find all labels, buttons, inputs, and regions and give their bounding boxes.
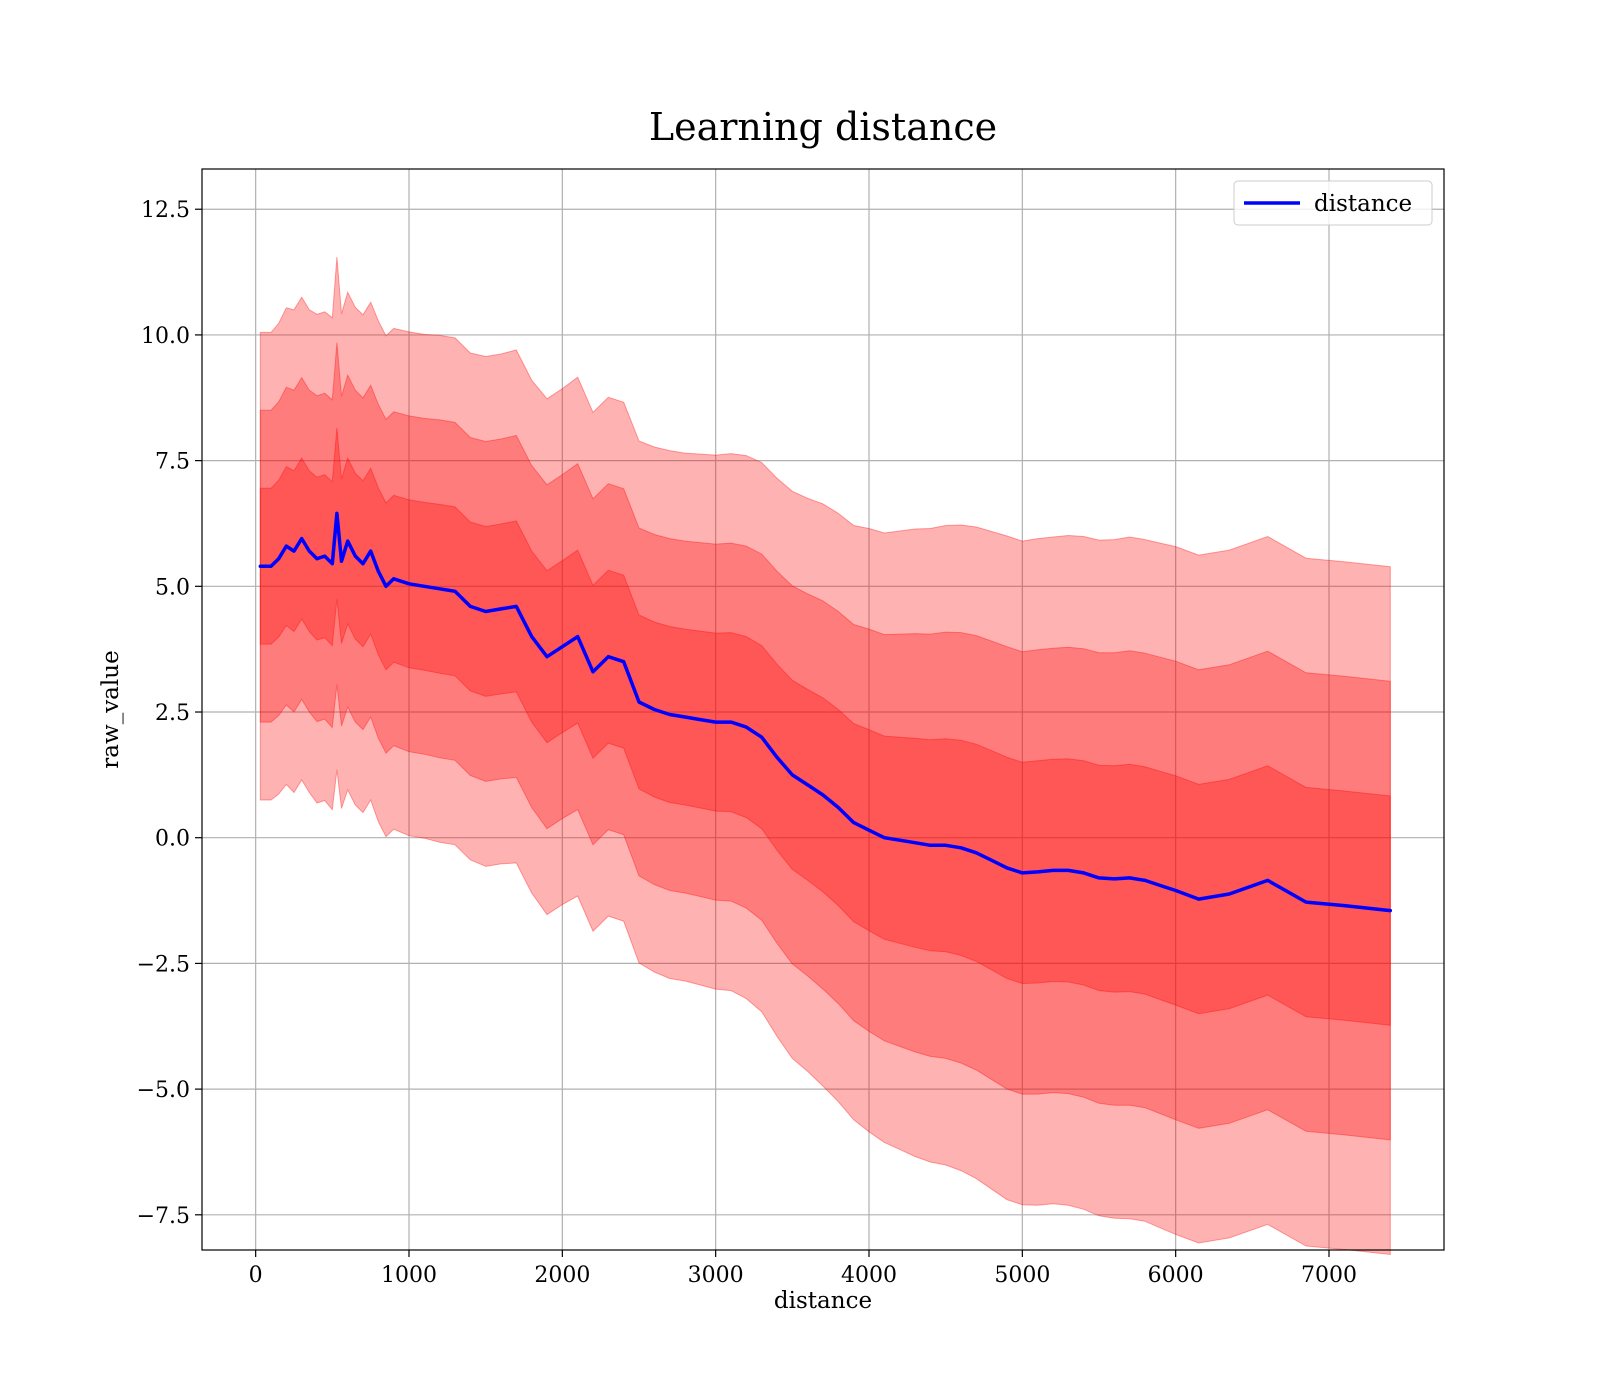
legend-label-distance: distance (1314, 191, 1412, 217)
y-tick-label: 5.0 (155, 575, 190, 600)
y-axis-label: raw_value (98, 650, 124, 768)
y-tick-label: 12.5 (141, 198, 190, 223)
legend-box (1233, 180, 1433, 226)
std-band-3-sigma (259, 256, 1391, 1256)
x-tick-label: 5000 (994, 1263, 1050, 1288)
series-lines (258, 511, 1393, 913)
x-tick-label: 1000 (381, 1263, 437, 1288)
x-tick-label: 3000 (688, 1263, 744, 1288)
x-tick-label: 4000 (841, 1263, 897, 1288)
ticks: 0 1000 2000 3000 4000 5000 6000 7000 −7.5 −5.0 −2.… (137, 198, 1357, 1288)
x-tick-label: 2000 (534, 1263, 590, 1288)
x-tick-label: 0 (249, 1263, 263, 1288)
std-band-2-sigma (259, 342, 1391, 1141)
y-tick-label: −7.5 (137, 1204, 190, 1229)
y-tick-label: 10.0 (141, 324, 190, 349)
y-tick-label: −2.5 (137, 952, 190, 977)
legend: distance (1233, 180, 1433, 226)
std-band-1-sigma (259, 427, 1391, 1026)
chart-title: Learning distance (649, 105, 997, 149)
y-tick-label: 2.5 (155, 701, 190, 726)
x-axis-label: distance (774, 1288, 872, 1314)
series-line-distance (258, 511, 1393, 913)
x-tick-label: 6000 (1148, 1263, 1204, 1288)
y-tick-label: 0.0 (155, 827, 190, 852)
x-tick-label: 7000 (1301, 1263, 1357, 1288)
std-bands (259, 256, 1391, 1256)
y-tick-label: −5.0 (137, 1078, 190, 1103)
plot-frame (201, 168, 1445, 1251)
y-tick-label: 7.5 (155, 450, 190, 475)
grid (202, 169, 1444, 1250)
